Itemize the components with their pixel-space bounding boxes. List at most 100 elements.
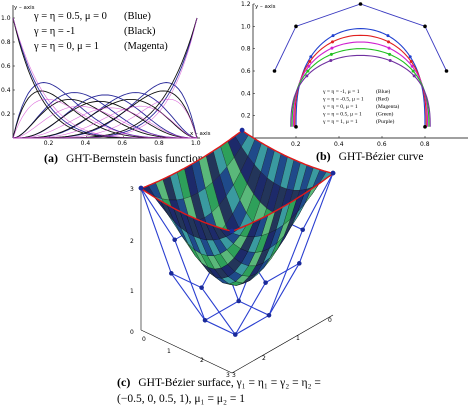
panel-b-y-tick-label: 0.8 bbox=[241, 46, 251, 53]
panel-a-y-tick-label: 0.2 bbox=[1, 111, 11, 118]
panel-c-net-point bbox=[297, 261, 302, 266]
panel-b-curve-point bbox=[388, 59, 392, 63]
panel-c-caption-line-1: (c) GHT-Bézier surface, γ₁ = η₁ = γ₂ = η… bbox=[117, 373, 321, 390]
panel-c-net-point bbox=[172, 237, 177, 243]
panel-a-y-tick-label: 0.4 bbox=[1, 87, 11, 94]
panel-a-legend-2: γ = η = -1 bbox=[33, 26, 75, 37]
panel-c-frame bbox=[140, 188, 334, 374]
panel-b-legend-5: γ = η = 1, μ = 1 bbox=[322, 119, 358, 125]
panel-b-y-ticks: 0.2 0.4 0.6 0.8 1.0 1.2 bbox=[241, 1, 255, 120]
panel-b-legend: γ = η = -1, μ = 1 (Blue) γ = η = -0.5, μ… bbox=[322, 88, 399, 125]
panel-b-curve-point bbox=[329, 52, 333, 56]
panel-c-net-point bbox=[169, 271, 174, 276]
panel-a-y-tick-label: 0.8 bbox=[1, 39, 11, 46]
panel-c-caption-letter: (c) bbox=[117, 375, 130, 389]
panel-b-control-point bbox=[272, 69, 277, 73]
panel-c-net-point bbox=[199, 285, 204, 290]
panel-c-caption-text-1: GHT-Bézier surface, γ₁ = η₁ = γ₂ = η₂ = bbox=[138, 377, 321, 389]
panel-b-x-tick-label: 0.4 bbox=[334, 141, 344, 148]
panel-a-basis-curve bbox=[13, 105, 198, 139]
panel-b-curve bbox=[290, 54, 431, 127]
panel-a-curves bbox=[12, 17, 198, 139]
panel-a-y-tick-label: 0.6 bbox=[1, 63, 11, 70]
panel-b-curve bbox=[292, 41, 429, 127]
panel-b-control-point bbox=[444, 69, 449, 73]
panel-b-legend-2-color: (Red) bbox=[376, 96, 389, 103]
panel-c-y-tick-0: 0 bbox=[328, 317, 332, 324]
panel-c-corner-point bbox=[138, 185, 144, 191]
panel-b-y-tick-label: 0.2 bbox=[241, 113, 251, 120]
panel-c-corner-point bbox=[330, 170, 336, 176]
panel-c-z-tick-0: 0 bbox=[130, 329, 134, 336]
panel-b-control-point bbox=[423, 24, 427, 29]
panel-b-curve-point bbox=[305, 74, 309, 78]
panel-b-curve bbox=[295, 28, 426, 127]
panel-c-plot: 3 2 1 0 0 1 2 3 3 2 1 0 bbox=[130, 127, 336, 379]
panel-c-net-line bbox=[201, 229, 304, 336]
panel-b-curve-point bbox=[411, 69, 415, 73]
panel-c-x-tick-3b: 3 bbox=[232, 372, 236, 379]
panel-c-surface-boundary bbox=[231, 172, 334, 233]
panel-b-curve bbox=[291, 48, 430, 127]
panel-a-caption: (a) GHT-Bernstein basis function bbox=[44, 149, 204, 166]
panel-c-net-point bbox=[263, 280, 268, 285]
panel-c-caption-line-2: (−0.5, 0, 0.5, 1), μ₁ = μ₂ = 1 bbox=[117, 393, 245, 405]
panel-a-x-tick-label: 0.8 bbox=[154, 140, 164, 147]
panel-b-curve-point bbox=[387, 46, 391, 50]
panel-b-x-tick-label: 0.2 bbox=[291, 141, 301, 148]
panel-c-net-point bbox=[266, 312, 272, 318]
panel-c-top-corners bbox=[138, 127, 336, 234]
panel-c-surface bbox=[140, 130, 334, 286]
panel-a-basis-curve bbox=[13, 17, 198, 139]
panel-c-z-ticks: 3 2 1 0 bbox=[130, 186, 134, 336]
panel-a-basis-curve bbox=[12, 98, 197, 139]
panel-b-legend-3-color: (Magenta) bbox=[376, 103, 399, 110]
panel-b-curve-point bbox=[408, 55, 412, 59]
panel-a-legend-1: γ = η = 0.5, μ = 0 bbox=[33, 11, 107, 22]
panel-c-net-point bbox=[233, 332, 238, 337]
panel-a-basis-curve bbox=[13, 100, 197, 139]
panel-b-curves bbox=[272, 2, 449, 129]
panel-c-front-axis-right bbox=[231, 314, 334, 374]
panel-b-curve-point bbox=[386, 34, 390, 38]
panel-b-control-polygon bbox=[274, 3, 447, 72]
panel-c-corner-point bbox=[229, 228, 235, 234]
panel-c-x-tick-2: 2 bbox=[200, 357, 204, 364]
panel-c-net-point bbox=[236, 298, 241, 304]
panel-b-plot: y – axis 0.2 0.4 0.6 0.8 0.2 0.4 0.6 0.8 1.0 1.2… bbox=[241, 1, 468, 148]
panel-b-endpoint-right bbox=[423, 125, 427, 129]
panel-a-caption-text: GHT-Bernstein basis function bbox=[66, 153, 204, 165]
panel-b-curve-point bbox=[412, 74, 416, 78]
panel-b-curve-point bbox=[308, 60, 312, 64]
panel-c-net-line bbox=[174, 239, 267, 336]
panel-c-corner-point bbox=[239, 127, 245, 133]
panel-b-legend-1: γ = η = -1, μ = 1 bbox=[322, 89, 360, 95]
panel-a-x-label: x – axis bbox=[190, 131, 211, 137]
panel-b-legend-3: γ = η = 0, μ = 1 bbox=[322, 104, 358, 110]
panel-b-caption-text: GHT-Bézier curve bbox=[339, 151, 424, 163]
panel-c-y-tick-1: 1 bbox=[296, 335, 300, 342]
panel-b-legend-4-color: (Green) bbox=[376, 111, 394, 118]
panel-a-basis-curve bbox=[13, 98, 198, 139]
panel-c-x-tick-0: 0 bbox=[142, 336, 146, 343]
panel-a-plot: y – axis x – axis 0.2 0.4 0.6 0.8 1.0 0.2 0.4… bbox=[1, 5, 211, 147]
panel-a-legend-3-color: (Magenta) bbox=[124, 41, 168, 52]
panel-c-surface-boundary bbox=[140, 130, 243, 190]
panel-a-y-ticks: 0.2 0.4 0.6 0.8 1.0 bbox=[1, 15, 15, 118]
panel-a-basis-curve bbox=[12, 98, 197, 139]
panel-b-curve-point bbox=[387, 40, 391, 44]
panel-c-surface-boundary bbox=[241, 130, 334, 175]
panel-a-x-tick-label: 1.0 bbox=[191, 140, 201, 147]
panel-b-y-tick-label: 0.6 bbox=[241, 68, 251, 75]
panel-b-curve-point bbox=[309, 55, 313, 59]
panel-b-legend-4: γ = η = 0.5, μ = 1 bbox=[322, 112, 362, 118]
panel-c-z-tick-3: 3 bbox=[130, 186, 134, 193]
panel-c-z-tick-1: 1 bbox=[130, 288, 134, 295]
panel-b-x-tick-label: 0.6 bbox=[377, 141, 387, 148]
panel-a-basis-curve bbox=[12, 105, 197, 139]
panel-c-surface-boundary bbox=[140, 187, 233, 233]
panel-b-curve bbox=[294, 34, 427, 127]
panel-b-curve-point bbox=[409, 60, 413, 64]
panel-b-curve-point bbox=[330, 40, 334, 44]
panel-a-y-tick-label: 1.0 bbox=[1, 15, 11, 22]
